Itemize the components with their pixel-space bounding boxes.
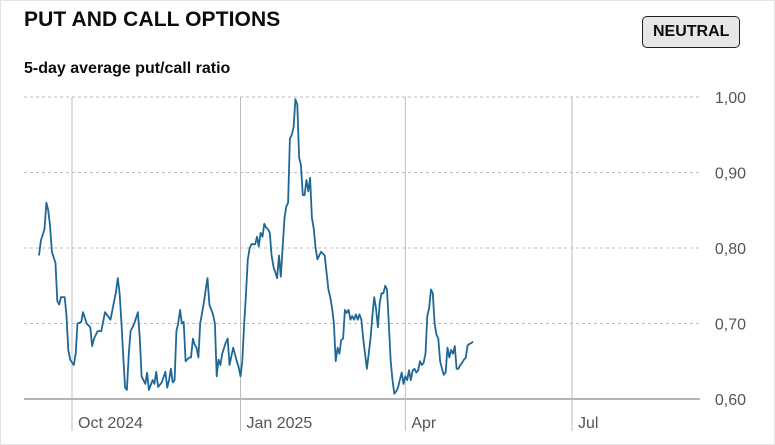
y-tick-label: 0,70 (715, 317, 746, 334)
y-tick-label: 1,00 (715, 90, 746, 107)
x-tick-label: Apr (411, 415, 437, 432)
y-tick-label: 0,90 (715, 166, 746, 183)
x-tick-label: Jul (578, 415, 598, 432)
y-tick-label: 0,80 (715, 241, 746, 258)
x-tick-label: Jan 2025 (246, 415, 312, 432)
y-tick-label: 0,60 (715, 392, 746, 409)
sentiment-badge: NEUTRAL (642, 16, 741, 48)
chart-title: PUT AND CALL OPTIONS (24, 8, 281, 31)
chart-subtitle: 5-day average put/call ratio (24, 60, 231, 77)
put-call-ratio-line (38, 98, 474, 395)
x-tick-label: Oct 2024 (78, 415, 143, 432)
